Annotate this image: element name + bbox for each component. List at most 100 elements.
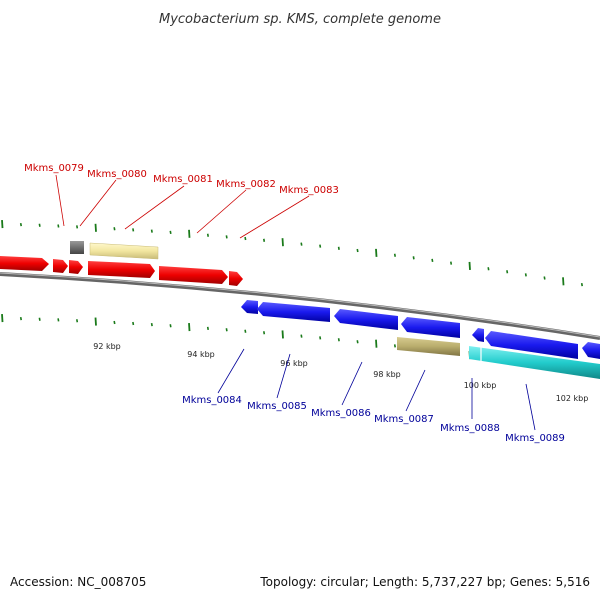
tick-label-92: 92 kbp: [93, 342, 121, 351]
gene-label-mkms-0088[interactable]: Mkms_0088: [440, 423, 500, 434]
minor-tick: [393, 344, 396, 348]
tick-label-96: 96 kbp: [280, 359, 308, 368]
leader-line-0085: [276, 353, 291, 399]
minor-tick: [450, 261, 453, 265]
gene-label-mkms-0080[interactable]: Mkms_0080: [87, 169, 147, 180]
minor-tick: [169, 324, 172, 328]
reverse-gene-labels: Mkms_0084 Mkms_0085 Mkms_0086 Mkms_0087 …: [182, 348, 565, 444]
gene-label-mkms-0079[interactable]: Mkms_0079: [24, 163, 84, 174]
minor-tick: [300, 334, 303, 338]
minor-tick: [506, 270, 509, 274]
minor-tick: [38, 223, 41, 227]
leader-line-0080: [79, 179, 117, 227]
minor-tick: [244, 236, 247, 241]
minor-tick: [393, 253, 396, 257]
minor-tick: [57, 318, 60, 322]
gene-reverse-b[interactable]: [257, 302, 330, 322]
minor-tick: [319, 336, 322, 340]
gene-label-mkms-0082[interactable]: Mkms_0082: [216, 179, 276, 190]
gene-label-mkms-0086[interactable]: Mkms_0086: [311, 408, 371, 419]
major-tick: [375, 248, 378, 257]
forward-strand: [0, 241, 243, 286]
minor-tick: [524, 273, 527, 277]
minor-tick: [19, 316, 22, 321]
gene-forward-c[interactable]: [69, 260, 83, 274]
gene-label-mkms-0083[interactable]: Mkms_0083: [279, 185, 339, 196]
minor-tick: [225, 235, 228, 239]
major-tick: [1, 313, 4, 323]
map-title: Mycobacterium sp. KMS, complete genome: [159, 12, 441, 27]
gene-reverse-e[interactable]: [472, 328, 484, 342]
minor-tick: [244, 329, 247, 333]
minor-tick: [19, 222, 22, 227]
minor-tick: [319, 244, 322, 248]
tick-label-98: 98 kbp: [373, 370, 401, 379]
leader-line-0087: [405, 369, 426, 412]
major-tick: [281, 330, 284, 339]
gene-cyan[interactable]: [469, 346, 600, 379]
minor-tick: [225, 328, 228, 332]
major-tick: [188, 229, 191, 238]
gene-reverse-g[interactable]: [582, 342, 600, 359]
gene-pale-rna[interactable]: [89, 242, 159, 260]
gene-grey[interactable]: [70, 241, 84, 254]
gene-label-mkms-0084[interactable]: Mkms_0084: [182, 395, 242, 406]
major-tick: [562, 277, 565, 286]
leader-line-0086: [341, 361, 363, 406]
major-tick: [375, 339, 378, 348]
minor-tick: [300, 242, 303, 246]
gene-reverse-d[interactable]: [401, 317, 460, 338]
minor-tick: [57, 224, 60, 228]
major-tick: [94, 223, 97, 232]
minor-tick: [206, 326, 209, 330]
leader-line-0081: [124, 185, 185, 230]
minor-tick: [38, 317, 41, 321]
minor-tick: [263, 238, 266, 242]
gene-forward-a[interactable]: [0, 256, 49, 271]
genome-backbone: [0, 272, 600, 340]
leader-line-0082: [196, 189, 247, 234]
minor-tick: [356, 248, 359, 253]
gene-label-mkms-0087[interactable]: Mkms_0087: [374, 414, 434, 425]
minor-tick: [76, 225, 79, 229]
gene-forward-d[interactable]: [88, 261, 155, 278]
gene-reverse-c[interactable]: [334, 309, 398, 330]
gene-forward-f[interactable]: [229, 271, 243, 286]
minor-tick: [356, 340, 359, 344]
gene-label-mkms-0089[interactable]: Mkms_0089: [505, 433, 565, 444]
major-tick: [1, 219, 4, 229]
minor-tick: [580, 282, 583, 287]
minor-tick: [206, 233, 209, 237]
tick-label-100: 100 kbp: [464, 381, 497, 390]
gene-reverse-f[interactable]: [485, 331, 578, 359]
gene-label-mkms-0085[interactable]: Mkms_0085: [247, 401, 307, 412]
minor-tick: [543, 276, 546, 280]
major-tick: [468, 261, 471, 270]
minor-tick: [263, 331, 266, 335]
gene-forward-e[interactable]: [159, 266, 228, 284]
genome-backbone-highlight: [0, 272, 600, 338]
minor-tick: [132, 321, 135, 326]
leader-line-0083: [239, 195, 310, 239]
gene-forward-b[interactable]: [53, 259, 68, 273]
minor-tick: [113, 227, 116, 231]
tick-label-94: 94 kbp: [187, 350, 215, 359]
major-tick: [188, 322, 191, 332]
minor-tick: [76, 319, 79, 323]
minor-tick: [337, 246, 340, 250]
gene-reverse-a[interactable]: [241, 300, 258, 314]
minor-tick: [169, 230, 172, 235]
forward-gene-labels: Mkms_0079 Mkms_0080 Mkms_0081 Mkms_0082 …: [24, 163, 339, 239]
minor-tick: [113, 320, 116, 325]
tick-label-102: 102 kbp: [556, 394, 589, 403]
minor-tick: [150, 229, 153, 233]
gene-label-mkms-0081[interactable]: Mkms_0081: [153, 174, 213, 185]
major-tick: [281, 238, 284, 247]
leader-line-0084: [217, 348, 245, 394]
gene-olive[interactable]: [397, 337, 460, 356]
minor-tick: [431, 258, 434, 263]
reverse-strand: [241, 300, 600, 379]
leader-line-0089: [525, 383, 536, 431]
minor-tick: [412, 256, 415, 260]
genome-summary-text: Topology: circular; Length: 5,737,227 bp…: [259, 575, 590, 589]
